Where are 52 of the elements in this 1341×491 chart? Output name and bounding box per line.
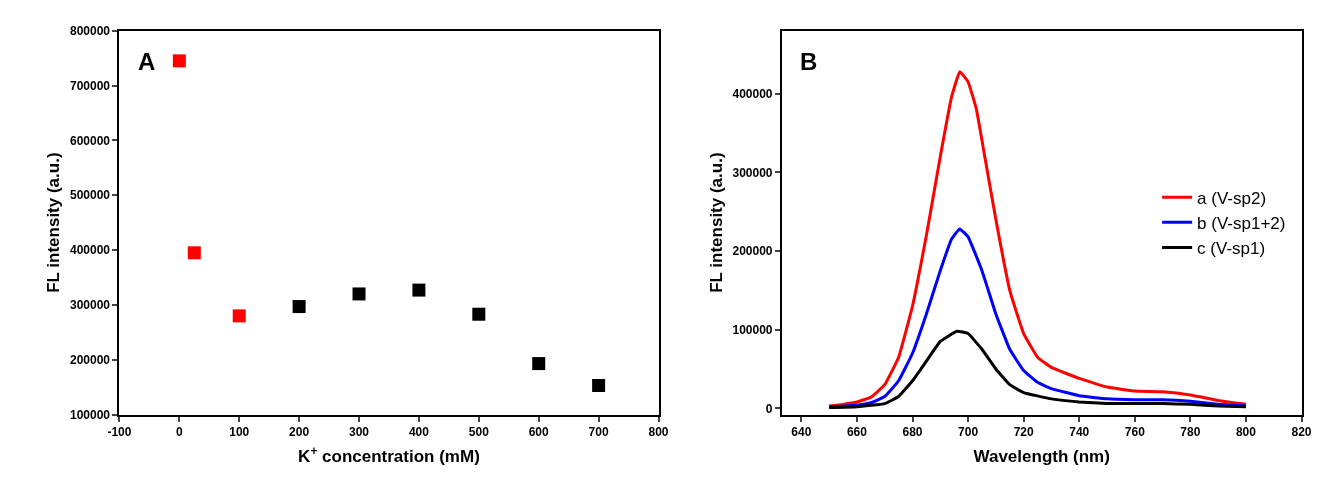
- x-tick-label: 660: [846, 424, 868, 439]
- x-tick-label: 700: [588, 424, 609, 439]
- legend-label: c (V-sp1): [1197, 239, 1266, 259]
- point: [292, 300, 306, 314]
- x-axis-title: K$^{+}$ concentration (mM): [298, 443, 480, 466]
- x-tick-label: 400: [408, 424, 430, 439]
- y-tick-label: 700000: [69, 78, 111, 93]
- y-tick-label: 100000: [69, 407, 111, 422]
- y-tick-label: 500000: [69, 188, 111, 203]
- point: [412, 283, 426, 297]
- x-tick-label: 740: [1069, 424, 1090, 439]
- y-tick-label: 400000: [69, 243, 111, 258]
- y-tick-label: 300000: [732, 165, 773, 180]
- x-tick-label: 800: [648, 424, 669, 439]
- point: [172, 54, 186, 68]
- x-tick-label: 800: [1235, 424, 1257, 439]
- y-tick-label: 600000: [69, 133, 111, 148]
- point: [592, 379, 606, 393]
- x-tick-label: 100: [229, 424, 250, 439]
- x-tick-label: 820: [1291, 424, 1312, 439]
- y-tick-label: 200000: [732, 244, 773, 259]
- x-tick-label: 760: [1124, 424, 1146, 439]
- x-tick-label: 300: [349, 424, 370, 439]
- x-tick-label: 0: [175, 424, 183, 439]
- x-tick-label: 640: [791, 424, 812, 439]
- x-tick-label: 720: [1013, 424, 1034, 439]
- annotation: B: [800, 48, 818, 75]
- y-tick-label: 0: [765, 401, 773, 416]
- y-tick-label: 100000: [732, 322, 773, 337]
- x-tick-label: 680: [902, 424, 923, 439]
- x-tick-label: 780: [1180, 424, 1201, 439]
- legend-label: b (V-sp1+2): [1197, 213, 1286, 233]
- x-tick-label: 500: [468, 424, 490, 439]
- x-axis-title: Wavelength (nm): [973, 446, 1110, 466]
- x-tick-label: 700: [958, 424, 979, 439]
- point: [472, 307, 486, 321]
- line-series: [827, 329, 1248, 410]
- y-axis-title: FL intensity (a.u.): [44, 152, 64, 293]
- legend-label: a (V-sp2): [1197, 188, 1267, 208]
- y-tick-label: 200000: [69, 352, 111, 367]
- y-tick-label: 300000: [69, 298, 111, 313]
- y-axis-title: FL intensity (a.u.): [706, 152, 726, 293]
- x-tick-label: 200: [289, 424, 310, 439]
- y-tick-label: 800000: [69, 23, 111, 38]
- point: [352, 287, 366, 301]
- y-tick-label: 400000: [732, 86, 773, 101]
- annotation: A: [138, 48, 156, 75]
- x-tick-label: -100: [107, 424, 132, 439]
- point: [232, 309, 246, 323]
- point: [532, 357, 546, 371]
- point: [187, 246, 201, 260]
- x-tick-label: 600: [528, 424, 550, 439]
